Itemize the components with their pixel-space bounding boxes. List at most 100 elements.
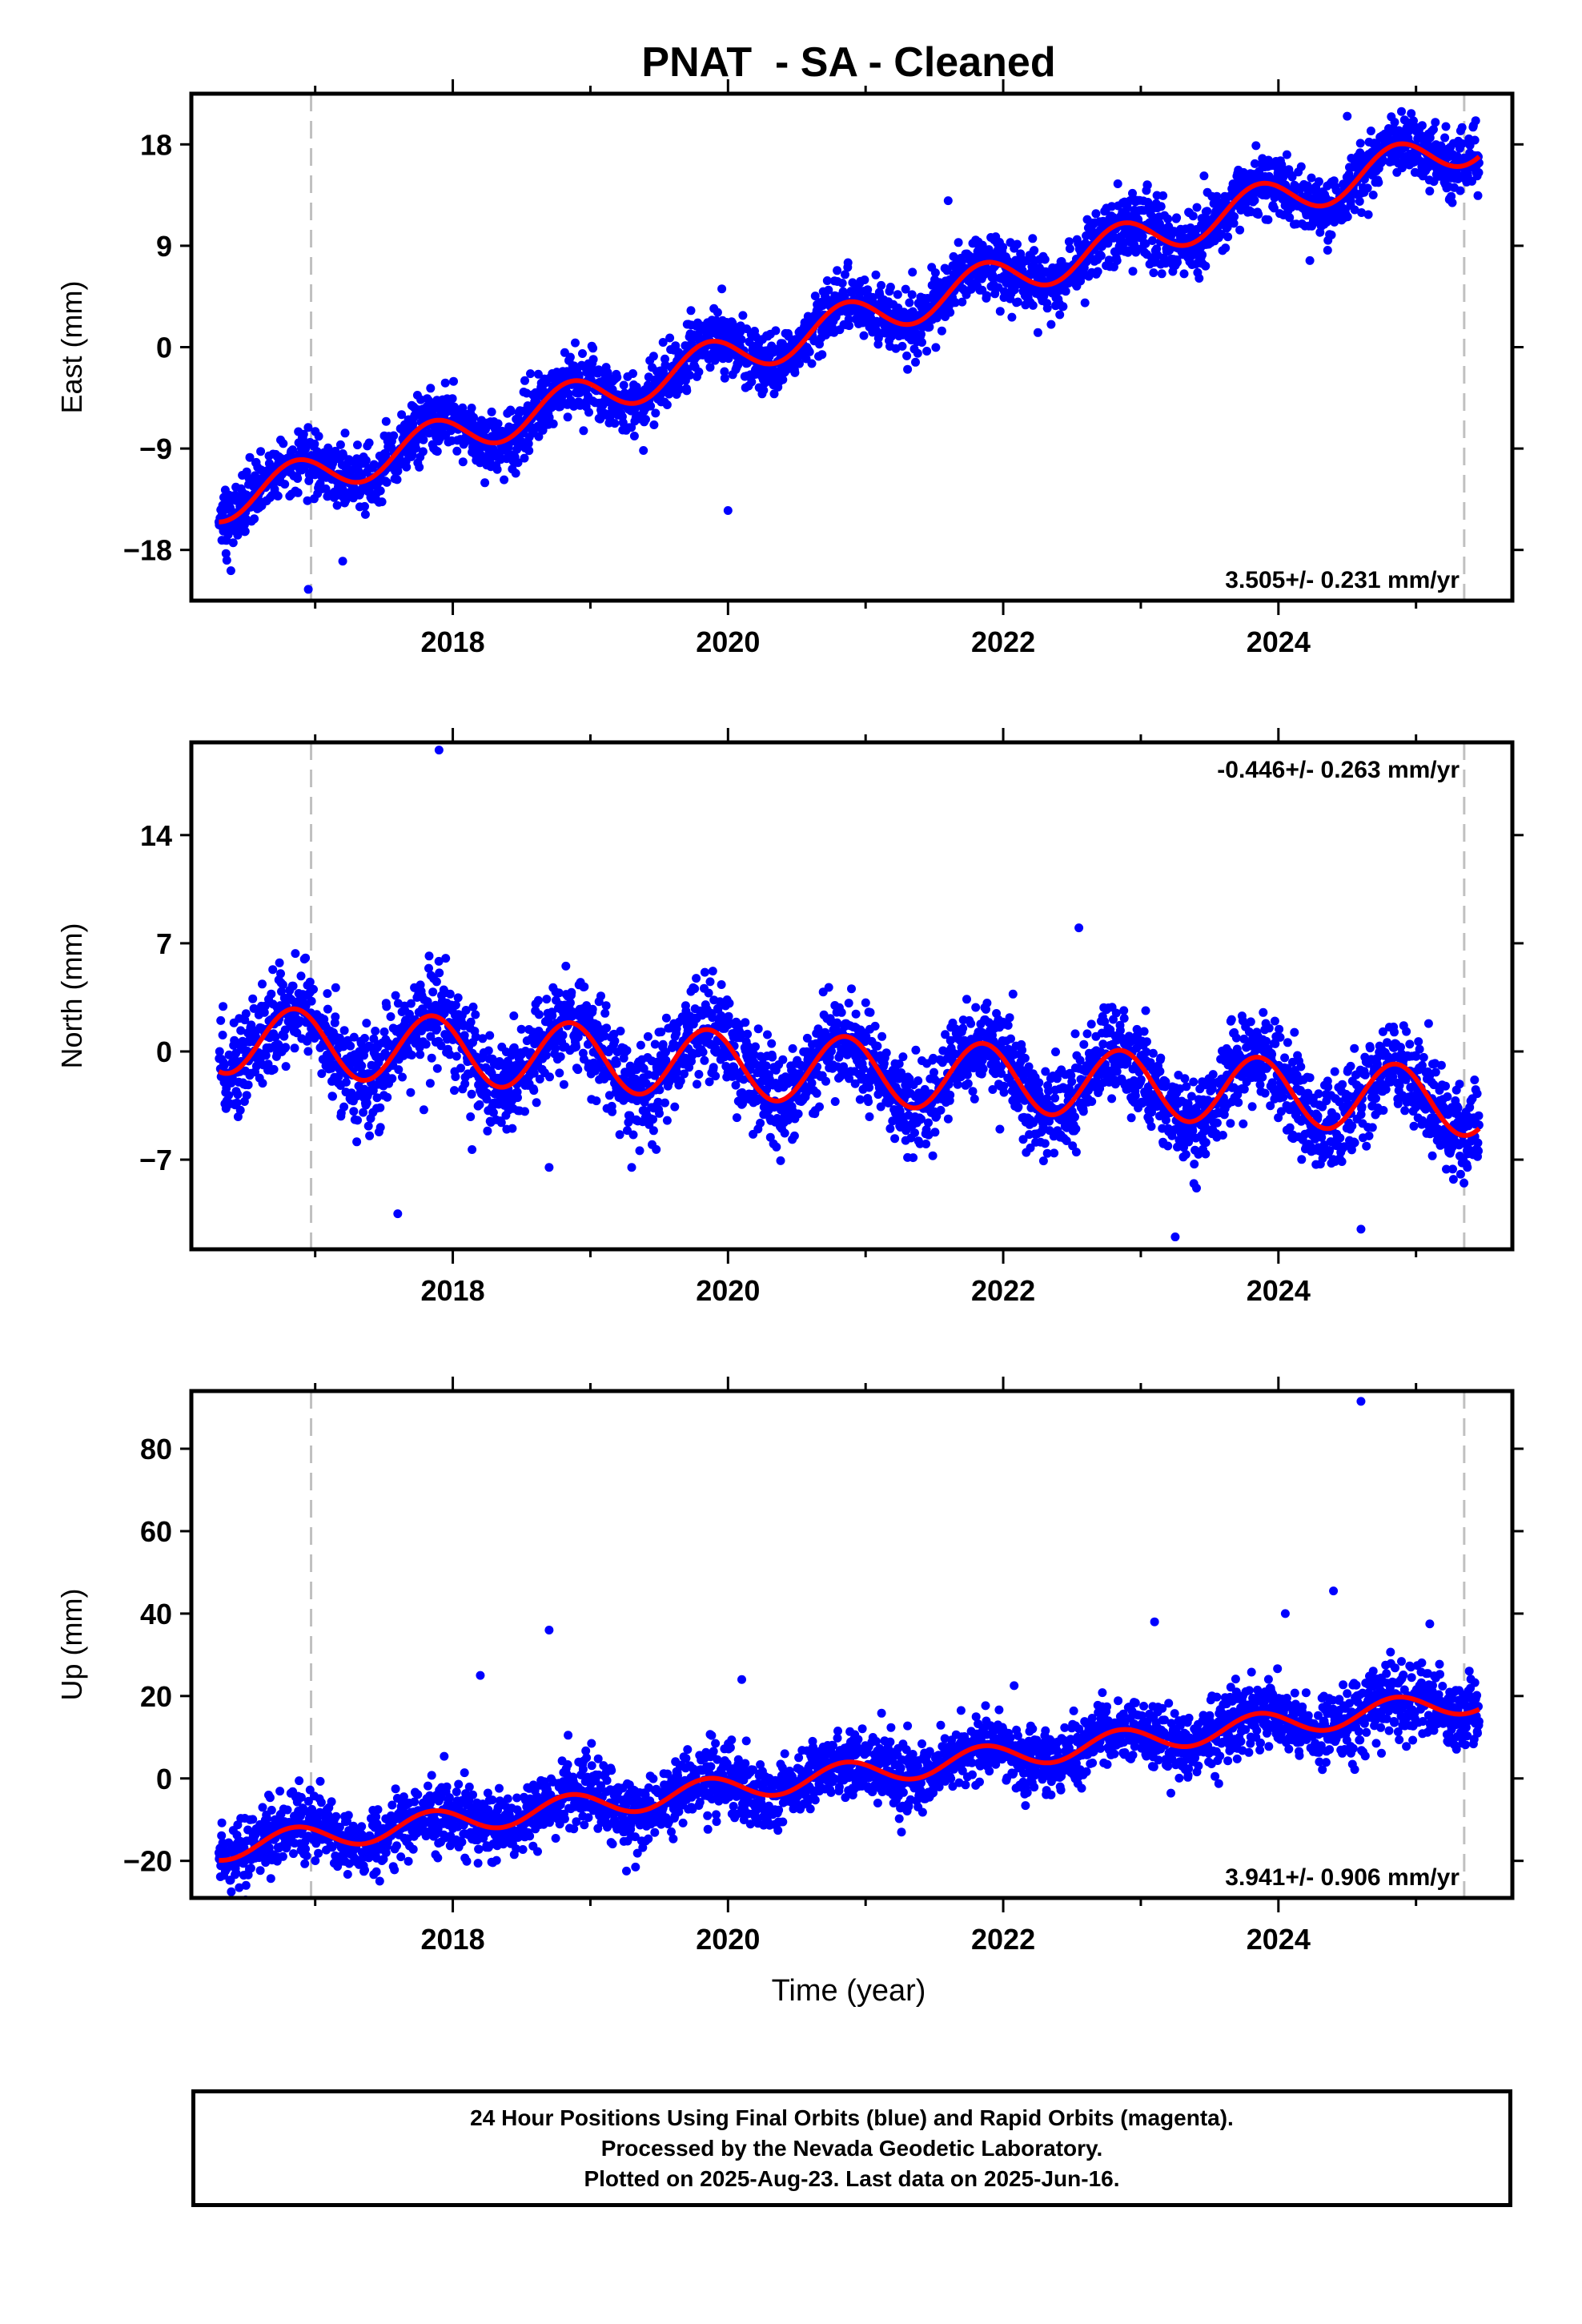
data-point bbox=[596, 991, 605, 1001]
data-point bbox=[709, 1063, 718, 1072]
data-point bbox=[639, 446, 648, 455]
data-point bbox=[778, 375, 788, 384]
data-point bbox=[602, 1023, 612, 1033]
data-point bbox=[362, 1098, 371, 1108]
data-point bbox=[844, 999, 853, 1008]
data-point bbox=[1407, 109, 1416, 119]
data-point bbox=[690, 984, 700, 994]
data-point bbox=[946, 308, 955, 317]
data-point bbox=[1198, 250, 1207, 259]
data-point bbox=[931, 343, 941, 352]
data-point bbox=[346, 1041, 355, 1051]
data-point-outlier bbox=[303, 585, 313, 594]
data-point bbox=[616, 1027, 625, 1035]
data-point bbox=[720, 373, 729, 383]
data-point bbox=[845, 321, 854, 331]
data-point bbox=[911, 357, 920, 367]
data-point bbox=[1179, 269, 1189, 279]
data-point bbox=[339, 1026, 349, 1035]
data-point bbox=[458, 403, 468, 412]
data-point bbox=[353, 1116, 362, 1125]
data-point bbox=[516, 1024, 526, 1034]
data-point bbox=[1028, 300, 1038, 310]
data-point bbox=[392, 475, 402, 485]
data-point bbox=[628, 1130, 638, 1140]
data-point bbox=[1091, 209, 1101, 219]
data-point bbox=[375, 1123, 385, 1132]
data-point bbox=[467, 404, 476, 412]
data-point bbox=[753, 1024, 763, 1034]
data-point bbox=[805, 347, 814, 356]
data-point bbox=[441, 954, 451, 963]
data-point bbox=[332, 501, 342, 510]
data-point bbox=[1113, 179, 1122, 188]
data-point bbox=[859, 1064, 868, 1074]
data-point bbox=[793, 1109, 803, 1119]
data-point bbox=[339, 1102, 349, 1112]
data-point bbox=[998, 243, 1008, 252]
data-point bbox=[708, 967, 717, 976]
data-point bbox=[1201, 261, 1211, 271]
data-point bbox=[648, 1126, 658, 1136]
data-point bbox=[460, 1079, 470, 1088]
data-point bbox=[445, 989, 455, 999]
data-point bbox=[675, 384, 685, 394]
data-point bbox=[865, 1112, 874, 1121]
data-point bbox=[759, 385, 769, 395]
data-point bbox=[341, 1077, 351, 1087]
data-point bbox=[508, 1124, 517, 1133]
data-point bbox=[830, 1097, 840, 1106]
data-point bbox=[556, 1052, 565, 1061]
data-point bbox=[662, 400, 672, 409]
data-point bbox=[267, 989, 276, 999]
data-point bbox=[580, 982, 589, 991]
data-point bbox=[1473, 191, 1483, 200]
data-point bbox=[1061, 287, 1070, 296]
data-point bbox=[1064, 237, 1074, 247]
data-point bbox=[694, 367, 704, 376]
data-point bbox=[665, 333, 675, 343]
data-point bbox=[1269, 203, 1279, 213]
data-point bbox=[349, 1107, 359, 1116]
data-point bbox=[901, 284, 910, 294]
data-point bbox=[363, 1121, 373, 1131]
data-point bbox=[558, 1031, 568, 1040]
data-point bbox=[541, 1051, 551, 1060]
data-point bbox=[885, 283, 895, 292]
data-point bbox=[259, 1007, 269, 1017]
data-point bbox=[240, 527, 250, 536]
data-point bbox=[694, 1070, 704, 1079]
data-point bbox=[224, 1050, 234, 1059]
data-point bbox=[592, 1096, 601, 1106]
data-point bbox=[1157, 269, 1166, 279]
data-point bbox=[868, 292, 877, 302]
data-point bbox=[456, 1063, 465, 1073]
data-point bbox=[1158, 191, 1168, 200]
data-point bbox=[258, 979, 267, 989]
data-point bbox=[276, 969, 285, 979]
data-point bbox=[807, 359, 817, 368]
data-point bbox=[1474, 168, 1484, 177]
data-point bbox=[902, 351, 912, 360]
data-points bbox=[215, 746, 1484, 1242]
data-point bbox=[685, 371, 695, 380]
data-point bbox=[897, 341, 907, 351]
data-point bbox=[559, 1080, 568, 1089]
data-point bbox=[855, 1095, 865, 1104]
data-point bbox=[1147, 236, 1157, 245]
data-point bbox=[1109, 233, 1118, 243]
data-point bbox=[1142, 180, 1152, 190]
data-point bbox=[661, 1047, 670, 1057]
data-point bbox=[1030, 246, 1039, 255]
data-point bbox=[382, 1002, 391, 1011]
data-point bbox=[658, 338, 668, 347]
data-point bbox=[1046, 320, 1056, 329]
data-point bbox=[1013, 297, 1022, 307]
data-point bbox=[844, 315, 853, 324]
data-point bbox=[711, 1072, 721, 1081]
data-point bbox=[471, 1010, 480, 1019]
data-point bbox=[1429, 125, 1438, 135]
data-point bbox=[624, 1118, 633, 1127]
data-point bbox=[484, 1046, 493, 1055]
